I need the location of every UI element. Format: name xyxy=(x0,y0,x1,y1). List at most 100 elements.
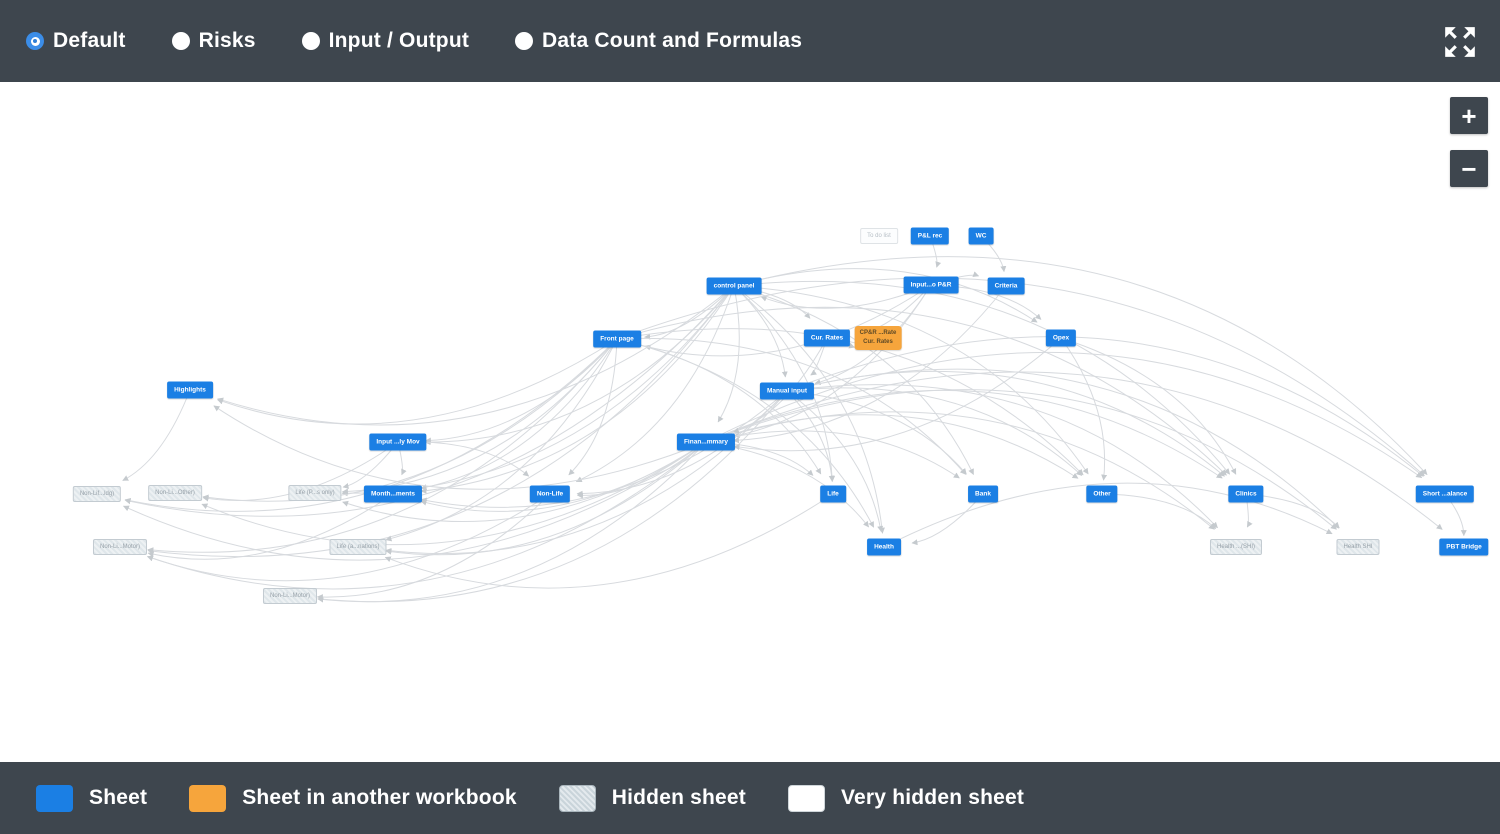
graph-node-short_bal[interactable]: Short ...alance xyxy=(1415,485,1475,503)
graph-edge xyxy=(576,390,788,497)
legend-label: Sheet in another workbook xyxy=(242,786,517,809)
graph-node-life_p[interactable]: Life (P...s only) xyxy=(288,485,342,501)
graph-edges xyxy=(122,235,1467,603)
legend-item-sheet: Sheet xyxy=(36,784,147,812)
graph-node-pbt_bridge[interactable]: PBT Bridge xyxy=(1439,538,1489,556)
graph-node-front_page[interactable]: Front page xyxy=(593,330,641,348)
radio-icon[interactable] xyxy=(26,32,44,50)
zoom-out-button[interactable]: − xyxy=(1450,150,1488,187)
graph-node-wc[interactable]: WC xyxy=(968,227,994,245)
legend-bar: Sheet Sheet in another workbook Hidden s… xyxy=(0,762,1500,834)
graph-node-ext_cur_rates[interactable]: CP&R ...Rate Cur. Rates xyxy=(854,326,902,350)
radio-icon[interactable] xyxy=(171,32,190,50)
graph-edge xyxy=(147,493,551,582)
radio-label: Data Count and Formulas xyxy=(542,29,803,52)
graph-node-nl_motor1[interactable]: Non-Li...Motor) xyxy=(92,539,148,555)
graph-edge xyxy=(575,285,735,483)
graph-edge xyxy=(786,390,835,482)
graph-node-health_shi1[interactable]: Health ...(SHI) xyxy=(1209,539,1263,555)
graph-edge xyxy=(705,411,1215,530)
graph-canvas[interactable]: To do list P&L rec WC control panel Input...… xyxy=(0,82,1500,762)
graph-node-nl_other[interactable]: Non-Li...Other) xyxy=(148,485,202,501)
graph-edge xyxy=(733,280,1231,475)
external-sheet-swatch xyxy=(189,784,227,812)
graph-edge xyxy=(786,384,1218,529)
graph-edge xyxy=(733,285,836,483)
graph-edge xyxy=(705,430,960,479)
radio-label: Default xyxy=(53,29,126,52)
graph-node-pl_rec[interactable]: P&L rec xyxy=(910,227,950,245)
graph-node-non_life[interactable]: Non-Life xyxy=(529,485,571,503)
graph-node-manual_input[interactable]: Manual input xyxy=(759,382,815,400)
graph-node-fin_summary[interactable]: Finan...mmary xyxy=(676,433,736,451)
graph-edge xyxy=(705,371,1443,530)
graph-edge xyxy=(124,285,735,517)
graph-node-nl_bldg[interactable]: Non-Lif...ldg) xyxy=(72,486,122,502)
legend-label: Hidden sheet xyxy=(611,786,746,809)
zoom-in-button[interactable]: + xyxy=(1450,97,1488,134)
radio-icon[interactable] xyxy=(515,32,534,50)
radio-option-data-count-formulas[interactable]: Data Count and Formulas xyxy=(515,29,802,53)
sheet-swatch xyxy=(36,784,73,812)
very-hidden-sheet-swatch xyxy=(788,784,825,812)
graph-node-nl_motor2[interactable]: Non-Li...Motor) xyxy=(262,588,318,604)
graph-edge xyxy=(705,389,1337,530)
graph-edge xyxy=(147,441,707,590)
radio-label: Input / Output xyxy=(328,29,470,52)
graph-node-health[interactable]: Health xyxy=(867,538,901,556)
graph-edge xyxy=(385,390,788,555)
graph-node-criteria[interactable]: Criteria xyxy=(987,277,1025,295)
graph-edge xyxy=(616,338,875,528)
graph-node-control_panel[interactable]: control panel xyxy=(706,277,762,295)
graph-node-highlights[interactable]: Highlights xyxy=(167,381,213,399)
radio-label: Risks xyxy=(198,29,256,52)
graph-edge xyxy=(424,338,618,444)
radio-option-default[interactable]: Default xyxy=(26,29,126,53)
graph-node-other[interactable]: Other xyxy=(1086,485,1118,503)
graph-node-month_ments[interactable]: Month...ments xyxy=(363,485,423,503)
graph-edge xyxy=(1101,493,1217,529)
graph-edge xyxy=(420,338,618,491)
graph-node-input_pr[interactable]: Input...o P&R xyxy=(903,276,959,294)
graph-node-input_mov[interactable]: Input ...ly Mov xyxy=(369,433,427,451)
graph-edge xyxy=(705,351,1423,479)
graph-edge xyxy=(717,285,740,423)
graph-edge xyxy=(733,284,932,439)
graph-edge xyxy=(217,285,735,426)
graph-node-life_a[interactable]: Life (a...nations) xyxy=(329,539,387,555)
graph-edge xyxy=(786,336,1424,477)
graph-edge xyxy=(733,337,1062,452)
graph-node-todo[interactable]: To do list xyxy=(860,228,898,244)
legend-label: Very hidden sheet xyxy=(841,786,1025,809)
graph-node-health_shi2[interactable]: Health SHI xyxy=(1336,539,1380,555)
radio-option-input-output[interactable]: Input / Output xyxy=(301,29,470,53)
graph-edge xyxy=(705,414,1079,479)
graph-edge xyxy=(733,285,1007,444)
graph-node-bank[interactable]: Bank xyxy=(968,485,998,503)
graph-edge xyxy=(733,285,788,378)
graph-edge xyxy=(201,441,707,546)
legend-item-very-hidden-sheet: Very hidden sheet xyxy=(788,784,1025,812)
graph-edge xyxy=(883,482,1333,548)
graph-node-clinics[interactable]: Clinics xyxy=(1228,485,1264,503)
header-bar: Default Risks Input / Output Data Count … xyxy=(0,0,1500,82)
fullscreen-expand-icon[interactable] xyxy=(1442,24,1478,60)
graph-edge xyxy=(733,285,1089,475)
graph-edge xyxy=(420,285,735,494)
graph-edge xyxy=(568,338,618,476)
graph-edge xyxy=(733,285,974,475)
graph-edge xyxy=(147,493,394,560)
graph-edge xyxy=(733,256,1428,475)
graph-node-cur_rates[interactable]: Cur. Rates xyxy=(803,329,851,347)
graph-edge xyxy=(147,338,618,554)
graph-edge xyxy=(424,285,735,446)
radio-option-risks[interactable]: Risks xyxy=(171,29,256,53)
graph-edge xyxy=(122,389,191,481)
graph-edge xyxy=(644,285,735,340)
radio-icon[interactable] xyxy=(301,32,320,50)
graph-edge xyxy=(616,337,967,475)
graph-node-life[interactable]: Life xyxy=(820,485,846,503)
graph-edge xyxy=(644,284,932,357)
graph-node-opex[interactable]: Opex xyxy=(1045,329,1077,347)
graph-edge xyxy=(616,306,1227,476)
